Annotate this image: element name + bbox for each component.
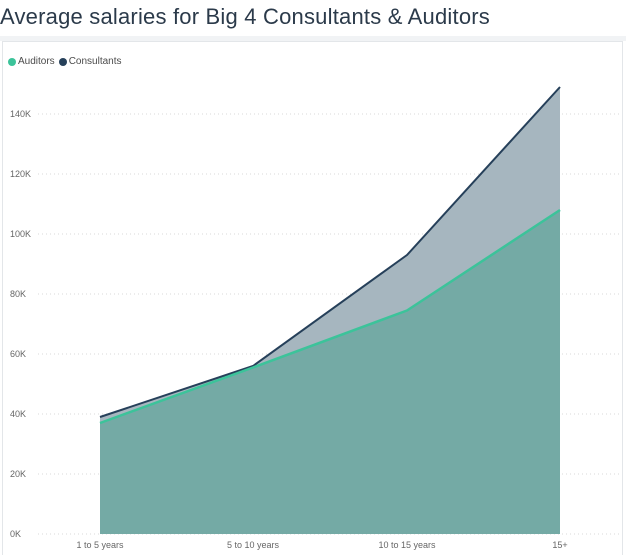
auditors-point[interactable] xyxy=(404,308,410,314)
chart-legend: Auditors Consultants xyxy=(8,56,126,67)
y-tick-label: 120K xyxy=(10,169,31,179)
legend-label-auditors: Auditors xyxy=(18,56,55,67)
x-tick-label: 15+ xyxy=(552,540,567,550)
legend-label-consultants: Consultants xyxy=(68,56,122,67)
y-tick-label: 80K xyxy=(10,289,26,299)
page-title: Average salaries for Big 4 Consultants &… xyxy=(0,4,490,29)
auditors-line xyxy=(99,208,561,425)
consultants-point[interactable] xyxy=(557,84,563,90)
y-axis-ticks: 0K 20K 40K 60K 80K 100K 120K 140K xyxy=(10,109,31,539)
auditors-point[interactable] xyxy=(250,365,256,371)
consultants-legend-dot xyxy=(58,57,67,66)
consultants-line xyxy=(99,86,561,418)
title-divider xyxy=(0,36,626,41)
auditors-point[interactable] xyxy=(97,420,103,426)
legend-item-auditors[interactable]: Auditors xyxy=(8,56,55,67)
auditors-area xyxy=(100,210,560,534)
auditors-legend-dot xyxy=(8,57,16,66)
consultants-point[interactable] xyxy=(97,414,103,420)
x-tick-label: 10 to 15 years xyxy=(378,540,436,550)
x-axis-ticks: 1 to 5 years 5 to 10 years 10 to 15 years 1… xyxy=(76,540,567,550)
y-tick-label: 100K xyxy=(10,229,31,239)
x-tick-label: 5 to 10 years xyxy=(227,540,280,550)
consultants-point[interactable] xyxy=(404,252,410,258)
x-tick-label: 1 to 5 years xyxy=(76,540,124,550)
legend-item-consultants[interactable]: Consultants xyxy=(58,56,122,67)
y-tick-label: 20K xyxy=(10,469,26,479)
y-tick-label: 40K xyxy=(10,409,26,419)
auditors-point[interactable] xyxy=(557,207,563,213)
y-tick-label: 140K xyxy=(10,109,31,119)
y-tick-label: 60K xyxy=(10,349,26,359)
y-tick-label: 0K xyxy=(10,529,21,539)
series-lines xyxy=(97,84,563,426)
